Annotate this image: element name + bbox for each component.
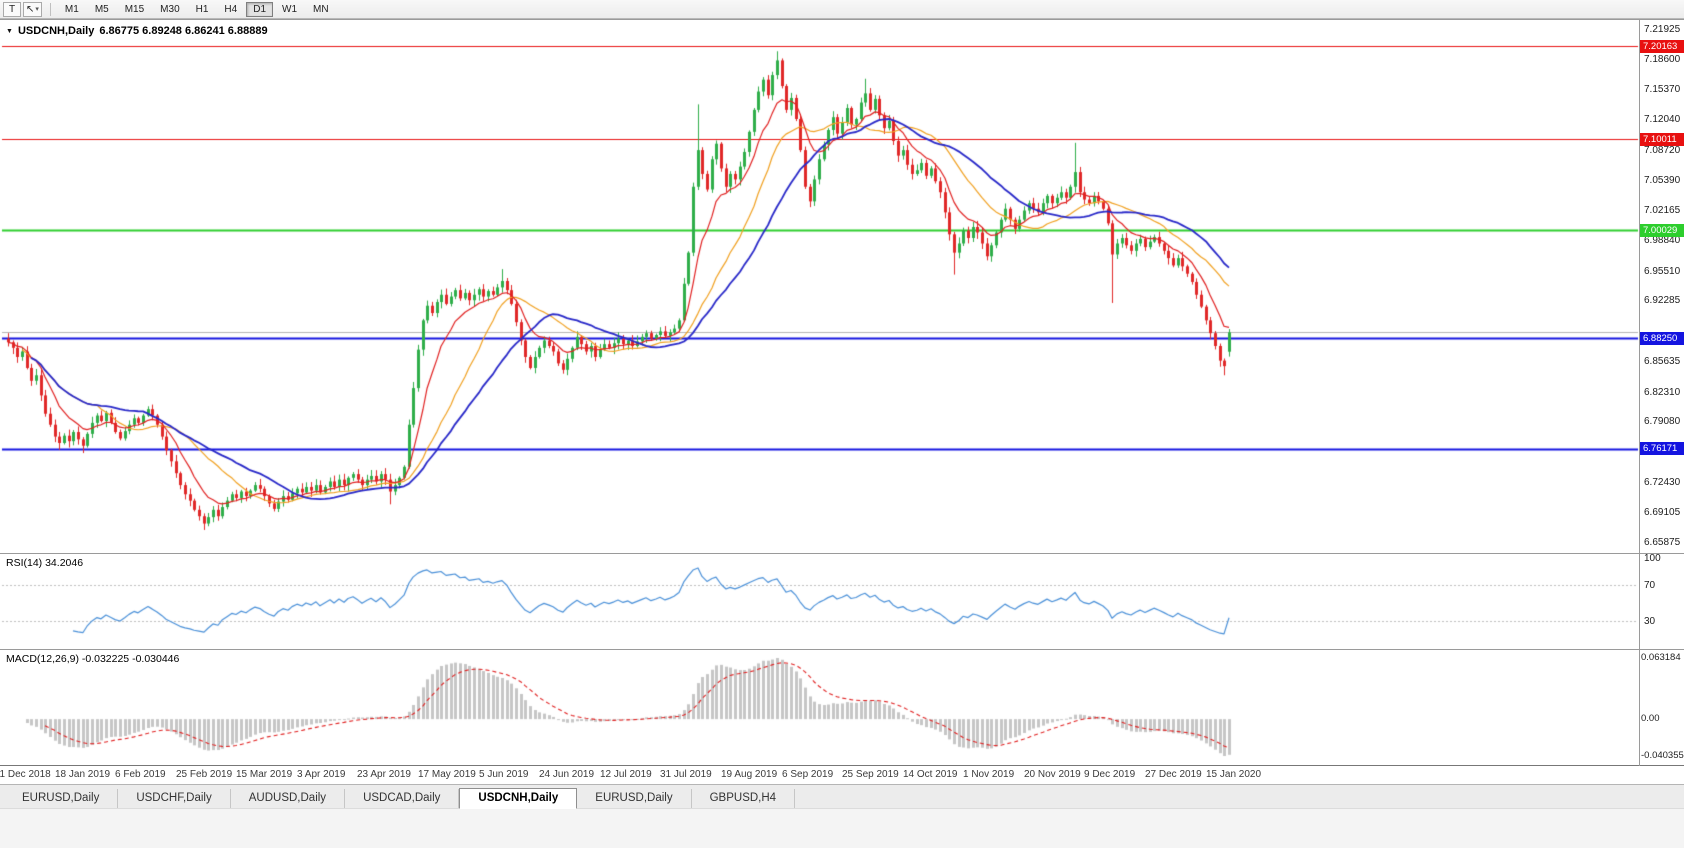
text-tool-button[interactable]: T — [3, 1, 21, 17]
date-axis-label: 3 Apr 2019 — [297, 769, 346, 780]
price-axis-label: 6.98840 — [1644, 235, 1681, 247]
price-axis-label: 6.95510 — [1644, 265, 1681, 277]
date-axis-label: 15 Jan 2020 — [1206, 769, 1262, 780]
date-axis-label: 6 Feb 2019 — [115, 769, 166, 780]
price-axis-label: 6.85635 — [1644, 356, 1681, 368]
rsi-level-label: 30 — [1644, 616, 1656, 627]
rsi-indicator-label: RSI(14) 34.2046 — [6, 557, 84, 569]
date-axis-label: 15 Mar 2019 — [236, 769, 293, 780]
date-axis-label: 19 Aug 2019 — [721, 769, 778, 780]
timeframe-button-h4[interactable]: H4 — [224, 3, 238, 15]
chart-tab-eurusd-daily-5[interactable]: EURUSD,Daily — [577, 789, 692, 808]
price-axis-label: 6.65875 — [1644, 537, 1681, 548]
date-axis-label: 25 Sep 2019 — [842, 769, 899, 780]
price-axis-label: 7.18600 — [1644, 54, 1681, 66]
timeframe-button-mn[interactable]: MN — [313, 3, 329, 15]
price-line-badge: 7.00029 — [1640, 223, 1684, 237]
arrow-tool-icon: ↖ — [26, 3, 35, 15]
toolbar: T ↖ ▾ M1 M5 M15 M30 H1 H4 D1 W1 MN — [0, 0, 1684, 19]
price-line-badge: 7.10011 — [1640, 132, 1684, 146]
date-axis-label: 31 Jul 2019 — [660, 769, 712, 780]
toolbar-divider — [0, 19, 1684, 20]
date-axis-label: 1 Nov 2019 — [963, 769, 1015, 780]
price-axis-label: 7.02165 — [1644, 204, 1681, 216]
timeframe-button-m30[interactable]: M30 — [160, 3, 180, 15]
timeframe-button-w1[interactable]: W1 — [282, 3, 298, 15]
price-axis-label: 6.79080 — [1644, 416, 1681, 428]
chart-tab-usdcnh-daily-4[interactable]: USDCNH,Daily — [459, 788, 578, 809]
chart-symbol-period: USDCNH,Daily — [17, 25, 95, 37]
chart-ohlc-values: 6.86775 6.89248 6.86241 6.88889 — [99, 25, 268, 37]
price-axis-label: 7.12040 — [1644, 114, 1681, 126]
price-axis-label: 7.05390 — [1644, 175, 1681, 187]
price-axis-label: 6.92285 — [1644, 295, 1681, 307]
rsi-macd-pane-divider[interactable] — [0, 649, 1684, 650]
price-axis-label: 7.08720 — [1644, 144, 1681, 156]
chart-tab-audusd-daily-2[interactable]: AUDUSD,Daily — [231, 789, 346, 808]
price-rsi-pane-divider[interactable] — [0, 553, 1684, 554]
caret-down-icon: ▾ — [35, 5, 39, 13]
date-axis-line — [0, 765, 1684, 766]
status-bar — [0, 808, 1684, 848]
price-axis[interactable]: 7.21925 7.18600 7.15370 7.12040 7.08720 7.053… — [1640, 20, 1684, 766]
price-axis-label: 6.82310 — [1644, 386, 1681, 398]
date-axis-label: 18 Jan 2019 — [55, 769, 111, 780]
price-axis-label: 7.15370 — [1644, 83, 1681, 95]
chart-tab-usdchf-daily-1[interactable]: USDCHF,Daily — [118, 789, 231, 808]
date-axis-label: 6 Sep 2019 — [782, 769, 834, 780]
date-axis-label: 17 May 2019 — [418, 769, 476, 780]
timeframe-button-m5[interactable]: M5 — [94, 3, 109, 15]
timeframe-button-h1[interactable]: H1 — [195, 3, 209, 15]
price-axis-line — [1639, 20, 1640, 766]
drawing-tool-button[interactable]: ↖ ▾ — [23, 1, 42, 17]
chart-tab-gbpusd-h4-6[interactable]: GBPUSD,H4 — [692, 789, 796, 808]
date-axis[interactable]: 31 Dec 2018 18 Jan 2019 6 Feb 2019 25 Feb 2… — [0, 766, 1638, 784]
toolbar-separator — [49, 2, 51, 16]
chart-tab-usdcad-daily-3[interactable]: USDCAD,Daily — [345, 789, 460, 808]
price-axis-label: 7.21925 — [1644, 24, 1681, 35]
rsi-level-label: 100 — [1644, 553, 1661, 564]
macd-indicator-label: MACD(12,26,9) -0.032225 -0.030446 — [6, 653, 180, 665]
price-axis-label: 6.72430 — [1644, 477, 1681, 488]
date-axis-label: 12 Jul 2019 — [600, 769, 652, 780]
timeframe-button-m1[interactable]: M1 — [64, 3, 79, 15]
timeframe-button-m15[interactable]: M15 — [124, 3, 145, 15]
price-line-badge: 6.76171 — [1640, 442, 1684, 456]
date-axis-label: 27 Dec 2019 — [1145, 769, 1202, 780]
price-line-badge: 7.20163 — [1640, 39, 1684, 53]
date-axis-label: 31 Dec 2018 — [0, 769, 51, 780]
date-axis-label: 25 Feb 2019 — [176, 769, 233, 780]
chart-title: ▼ USDCNH,Daily 6.86775 6.89248 6.86241 6… — [6, 25, 268, 37]
price-line-badge: 6.88250 — [1640, 331, 1684, 345]
timeframe-button-d1[interactable]: D1 — [246, 1, 274, 17]
date-axis-label: 20 Nov 2019 — [1024, 769, 1081, 780]
macd-zero-label: 0.00 — [1641, 713, 1660, 725]
chart-tabs-bar: EURUSD,Daily USDCHF,Daily AUDUSD,Daily USDC… — [0, 784, 1684, 809]
timeframe-buttons: M1 M5 M15 M30 H1 H4 D1 W1 MN — [57, 1, 337, 17]
date-axis-label: 9 Dec 2019 — [1084, 769, 1136, 780]
date-axis-label: 14 Oct 2019 — [903, 769, 958, 780]
rsi-level-label: 70 — [1644, 580, 1656, 591]
date-axis-label: 5 Jun 2019 — [479, 769, 529, 780]
price-axis-label: 6.69105 — [1644, 507, 1681, 519]
date-axis-label: 24 Jun 2019 — [539, 769, 595, 780]
macd-max-label: 0.063184 — [1641, 652, 1681, 663]
collapse-triangle-icon: ▼ — [6, 27, 13, 35]
date-axis-label: 23 Apr 2019 — [357, 769, 411, 780]
macd-min-label: -0.040355 — [1641, 750, 1684, 761]
chart-tab-eurusd-daily-0[interactable]: EURUSD,Daily — [4, 789, 119, 808]
